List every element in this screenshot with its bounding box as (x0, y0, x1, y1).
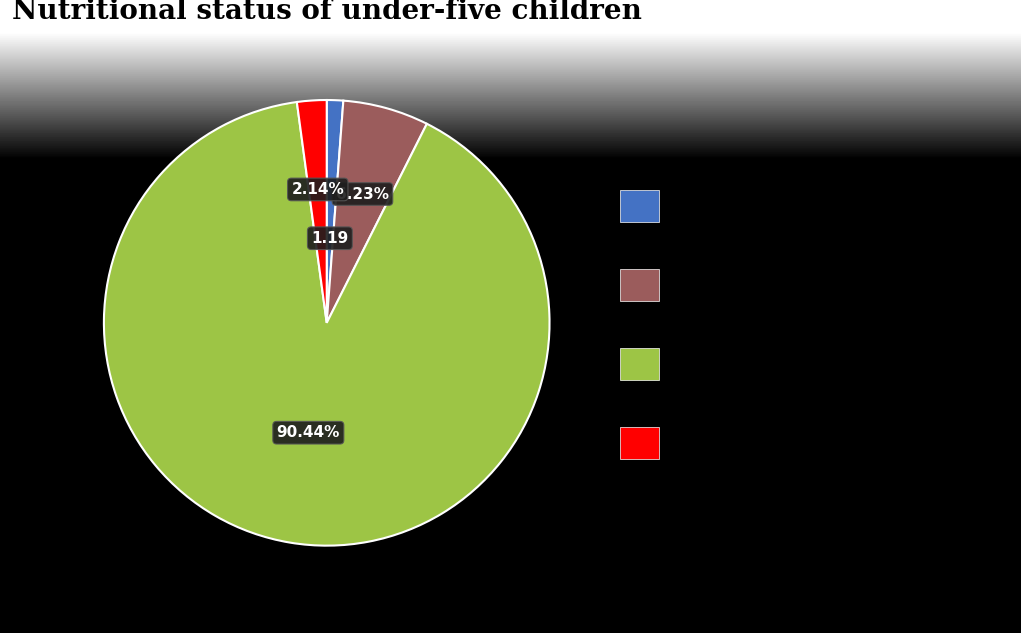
Text: 90.44%: 90.44% (277, 425, 340, 440)
FancyBboxPatch shape (621, 427, 660, 459)
FancyBboxPatch shape (621, 269, 660, 301)
Wedge shape (297, 100, 327, 323)
FancyBboxPatch shape (621, 190, 660, 222)
Wedge shape (104, 102, 549, 546)
Text: 1.19: 1.19 (311, 230, 348, 246)
Text: Normal nutritional status: Normal nutritional status (682, 357, 879, 371)
Text: 6.23%: 6.23% (336, 187, 389, 201)
Title: Nutritional status of under-five children: Nutritional status of under-five childre… (12, 0, 641, 25)
Wedge shape (327, 100, 343, 323)
FancyBboxPatch shape (621, 348, 660, 380)
Text: Overweight/obesity: Overweight/obesity (682, 436, 833, 450)
Text: 2.14%: 2.14% (291, 182, 344, 197)
Wedge shape (327, 101, 427, 323)
Text: Modereate acute malnutrition: Modereate acute malnutrition (682, 278, 915, 292)
Text: Sever acute malnutrition: Sever acute malnutrition (682, 199, 875, 213)
